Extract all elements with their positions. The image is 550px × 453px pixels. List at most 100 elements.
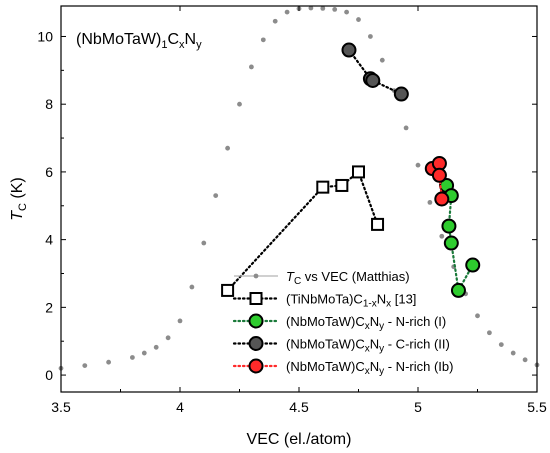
x-axis-title: VEC (el./atom) — [247, 431, 352, 448]
data-point — [487, 330, 492, 336]
annotation-n: N — [185, 31, 197, 48]
legend-label-part: y — [379, 321, 384, 332]
data-point — [82, 363, 88, 368]
legend-label-part: C — [294, 276, 301, 287]
data-point — [237, 101, 242, 107]
y-axis-title-sub: C — [17, 203, 29, 211]
data-point — [225, 145, 231, 151]
x-tick-label: 5.5 — [527, 399, 547, 415]
data-point — [443, 235, 459, 251]
series-matthias — [58, 5, 540, 371]
legend-label-part: x — [365, 344, 370, 355]
data-point — [393, 86, 409, 102]
legend: TC vs VEC (Matthias)(TiNbMoTa)C1-xNx [13… — [232, 269, 453, 377]
y-tick-label: 6 — [45, 164, 53, 180]
data-point — [249, 292, 263, 305]
data-point — [434, 191, 450, 207]
legend-label-part: - N-rich (I) — [384, 314, 446, 329]
data-point — [141, 350, 147, 356]
x-tick-label: 3.5 — [51, 399, 71, 415]
data-point — [356, 17, 361, 22]
legend-label-part: x — [365, 366, 370, 377]
data-point — [201, 240, 207, 246]
data-point — [248, 313, 264, 329]
legend-label-part: T — [286, 269, 295, 284]
y-axis-title-unit: (K) — [9, 177, 26, 203]
data-point — [249, 64, 254, 70]
y-tick-label: 0 — [45, 367, 53, 383]
legend-item-crich2: (NbMoTaW)CxNy - C-rich (II) — [232, 336, 450, 355]
data-point — [177, 318, 183, 324]
plot-frame — [60, 5, 538, 393]
legend-label-part: (TiNbMoTa)C — [286, 292, 363, 307]
legend-item-nrich1b: (NbMoTaW)CxNy - N-rich (Ib) — [232, 358, 453, 377]
data-point — [365, 72, 381, 88]
annotation-suby: y — [196, 39, 202, 51]
legend-label-part: - N-rich (Ib) — [384, 359, 453, 374]
y-axis-title-main: T — [9, 210, 26, 221]
data-point — [441, 218, 457, 234]
data-point — [284, 9, 290, 15]
y-tick-label: 10 — [37, 28, 53, 44]
legend-label-part: 1-x — [363, 299, 377, 310]
legend-item-nrich1: (NbMoTaW)CxNy - N-rich (I) — [232, 313, 446, 332]
annotation-subx: x — [179, 39, 185, 51]
legend-label-part: x — [386, 299, 391, 310]
data-point — [335, 178, 349, 192]
data-point — [352, 165, 365, 179]
annotation-c: C — [167, 31, 179, 48]
y-tick-label: 2 — [45, 299, 53, 315]
data-point — [165, 335, 171, 341]
y-tick-label: 8 — [45, 96, 53, 112]
legend-label-part: (NbMoTaW)C — [286, 359, 365, 374]
legend-label-part: N — [377, 292, 386, 307]
legend-label-part: vs VEC (Matthias) — [301, 269, 409, 284]
data-point — [260, 37, 266, 43]
data-point — [415, 162, 421, 168]
series-tinbmota — [221, 165, 385, 297]
data-point — [439, 233, 445, 239]
data-point — [316, 180, 330, 194]
data-point — [253, 273, 259, 279]
data-point — [332, 6, 338, 12]
data-point — [106, 359, 111, 365]
data-layer — [58, 5, 540, 371]
legend-label-part: y — [379, 344, 384, 355]
y-axis-title: TC (K) — [9, 177, 29, 221]
legend-label: (NbMoTaW)CxNy - C-rich (II) — [286, 337, 450, 355]
data-point — [379, 57, 385, 63]
legend-item-matthias: TC vs VEC (Matthias) — [234, 269, 410, 287]
data-point — [368, 34, 373, 39]
data-point — [153, 344, 159, 350]
data-point — [431, 167, 447, 183]
series-nrich1 — [439, 177, 481, 298]
legend-label: (TiNbMoTa)C1-xNx [13] — [286, 292, 416, 310]
series-crich2 — [341, 42, 409, 102]
annotation-sub1: 1 — [161, 39, 167, 51]
data-point — [320, 5, 326, 11]
data-point — [221, 283, 235, 297]
data-point — [308, 5, 314, 11]
legend-label-part: - C-rich (II) — [384, 337, 450, 352]
legend-label-part: y — [379, 366, 384, 377]
legend-label: TC vs VEC (Matthias) — [286, 269, 410, 287]
data-point — [130, 355, 135, 360]
x-tick-label: 4.5 — [289, 399, 309, 415]
legend-label-part: N — [370, 314, 379, 329]
data-point — [341, 42, 357, 58]
data-point — [272, 18, 278, 24]
y-tick-label: 4 — [45, 232, 53, 248]
data-point — [522, 357, 528, 363]
data-point — [344, 9, 349, 15]
legend-label: (NbMoTaW)CxNy - N-rich (I) — [286, 314, 446, 332]
data-point — [248, 336, 264, 351]
annotation-main: (NbMoTaW) — [76, 31, 161, 48]
data-point — [213, 193, 219, 199]
data-point — [427, 199, 433, 205]
data-point — [498, 342, 504, 347]
data-point — [450, 282, 466, 298]
legend-label-part: [13] — [391, 292, 416, 307]
x-tick-label: 5 — [414, 399, 422, 415]
data-point — [371, 217, 385, 231]
